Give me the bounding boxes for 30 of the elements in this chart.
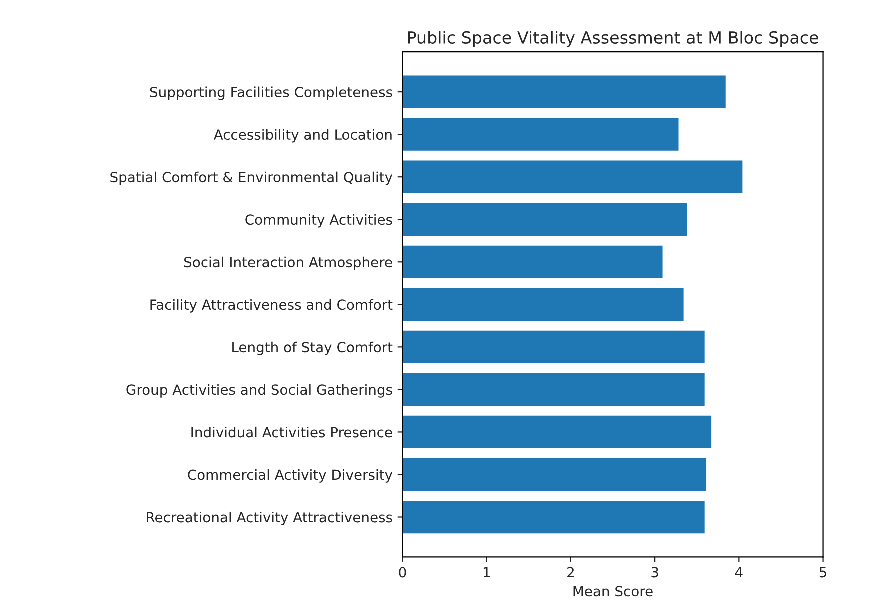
- y-tick-label: Group Activities and Social Gatherings: [126, 384, 392, 398]
- x-tick-label: 2: [568, 567, 574, 578]
- chart-title: Public Space Vitality Assessment at M Bloc Space: [408, 31, 818, 48]
- bar: [402, 457, 708, 492]
- y-tick-label: Commercial Activity Diversity: [188, 469, 393, 483]
- x-tick-label: 0: [399, 567, 406, 578]
- y-tick-label: Supporting Facilities Completeness: [150, 86, 392, 100]
- bar: [402, 329, 706, 365]
- y-tick-label: Accessibility and Location: [214, 129, 392, 143]
- y-tick-label: Social Interaction Atmosphere: [184, 256, 392, 270]
- x-tick-label: 1: [484, 567, 490, 578]
- y-tick-label: Recreational Activity Attractiveness: [147, 512, 392, 526]
- y-tick-label: Length of Stay Comfort: [232, 342, 393, 356]
- y-tick-label: Spatial Comfort & Environmental Quality: [110, 172, 393, 186]
- x-tick-label: 4: [735, 567, 743, 578]
- x-axis-title: Mean Score: [574, 586, 653, 597]
- bar: [402, 414, 713, 450]
- bar: [402, 244, 664, 280]
- bar: [402, 372, 706, 408]
- bar: [402, 159, 744, 195]
- y-tick-label: Facility Attractiveness and Comfort: [150, 299, 393, 313]
- bar: [402, 286, 686, 322]
- bar: [402, 500, 706, 535]
- y-tick-label: Individual Activities Presence: [192, 426, 392, 438]
- x-tick-label: 3: [652, 567, 658, 578]
- bar: [402, 202, 689, 238]
- x-tick-label: 5: [820, 567, 826, 578]
- bar: [402, 74, 728, 110]
- y-tick-label: Community Activities: [246, 214, 392, 228]
- bar: [402, 116, 680, 152]
